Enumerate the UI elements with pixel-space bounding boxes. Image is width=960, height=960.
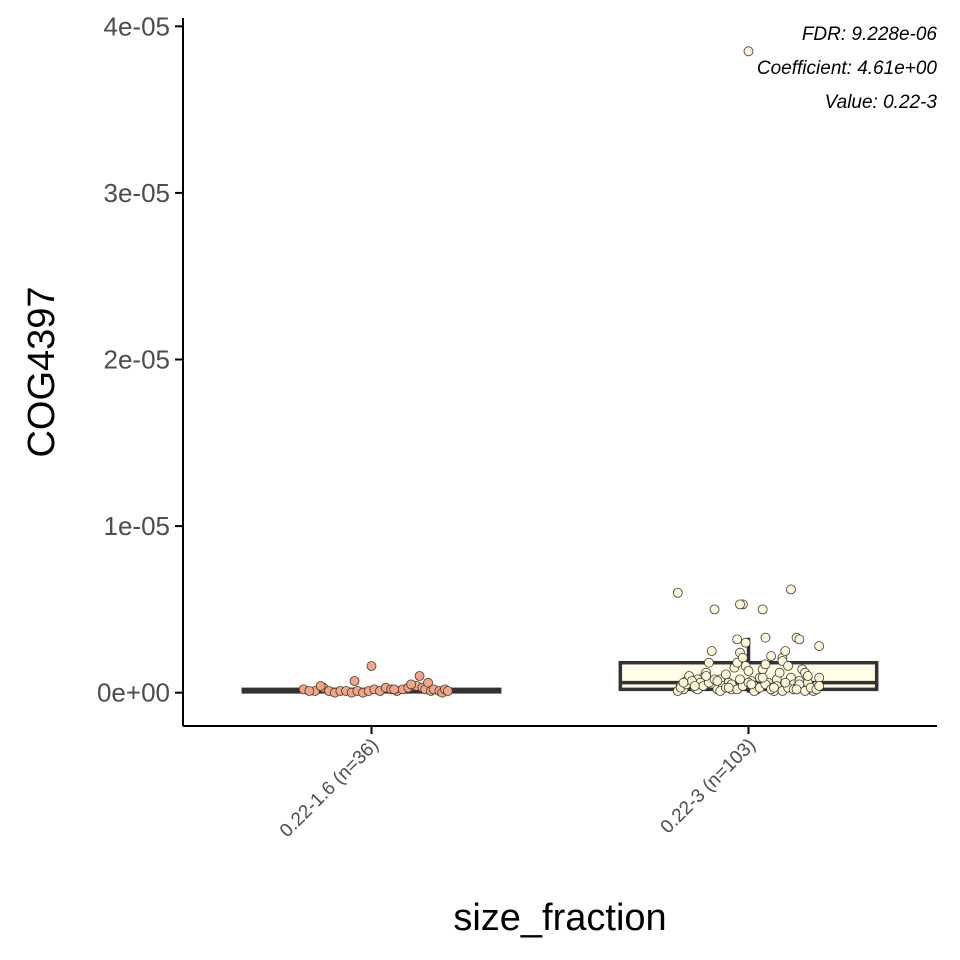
data-point (757, 604, 768, 615)
data-point (389, 684, 400, 695)
data-point (814, 681, 825, 691)
annotation-line: FDR: 9.228e-06 (802, 24, 938, 45)
data-point (672, 587, 683, 598)
stat-annotations: FDR: 9.228e-06 Coefficient: 4.61e+00 Value… (757, 24, 938, 113)
annotation-line: Coefficient: 4.61e+00 (757, 58, 938, 79)
data-point (723, 682, 734, 693)
data-point (769, 682, 779, 693)
data-point (349, 676, 360, 686)
y-axis-title: COG4397 (21, 286, 63, 457)
x-tick-label: 0.22-3 (n=103) (657, 735, 760, 838)
data-point (774, 667, 785, 678)
data-point (743, 46, 754, 57)
data-point (766, 651, 777, 661)
data-point (802, 671, 813, 681)
x-axis-ticks: 0.22-1.6 (n=36) 0.22-3 (n=103) (276, 726, 760, 842)
data-point (704, 657, 714, 668)
points-2 (672, 46, 825, 696)
data-point (712, 676, 723, 686)
data-point (780, 646, 791, 656)
data-point (786, 584, 796, 595)
data-point (743, 666, 754, 676)
data-point (760, 659, 771, 670)
y-axis-ticks: 0e+00 1e-05 2e-05 3e-05 4e-05 (97, 11, 183, 708)
data-point (366, 661, 377, 671)
data-point (689, 681, 700, 691)
data-point (706, 646, 717, 656)
data-point (735, 599, 745, 610)
data-point (732, 634, 743, 645)
data-point (720, 669, 731, 680)
data-point (678, 677, 689, 688)
y-tick-label: 4e-05 (104, 11, 171, 41)
x-tick-label: 0.22-1.6 (n=36) (276, 735, 383, 842)
data-point (794, 634, 805, 645)
y-tick-label: 3e-05 (104, 178, 171, 208)
data-point (783, 661, 793, 671)
annotation-line: Value: 0.22-3 (825, 92, 938, 113)
data-point (735, 674, 745, 685)
x-axis-title: size_fraction (453, 897, 666, 939)
data-point (304, 686, 315, 696)
data-point (442, 686, 453, 696)
data-point (740, 637, 751, 648)
points-1 (298, 661, 453, 698)
data-point (701, 671, 711, 681)
y-tick-label: 1e-05 (104, 511, 171, 541)
axes: 0e+00 1e-05 2e-05 3e-05 4e-05 0.22-1.6 (n=36… (97, 11, 937, 842)
data-point (760, 632, 771, 643)
data-point (780, 677, 791, 688)
data-point (737, 652, 748, 663)
data-point (814, 641, 825, 651)
data-point (414, 671, 425, 681)
data-point (791, 684, 802, 695)
y-tick-label: 0e+00 (97, 678, 170, 708)
data-point (406, 679, 416, 690)
y-tick-label: 2e-05 (104, 345, 171, 375)
data-point (814, 672, 825, 683)
data-point (315, 681, 326, 691)
plot-marks (241, 46, 879, 698)
data-point (757, 672, 768, 683)
data-point (746, 679, 757, 690)
data-point (709, 604, 720, 615)
